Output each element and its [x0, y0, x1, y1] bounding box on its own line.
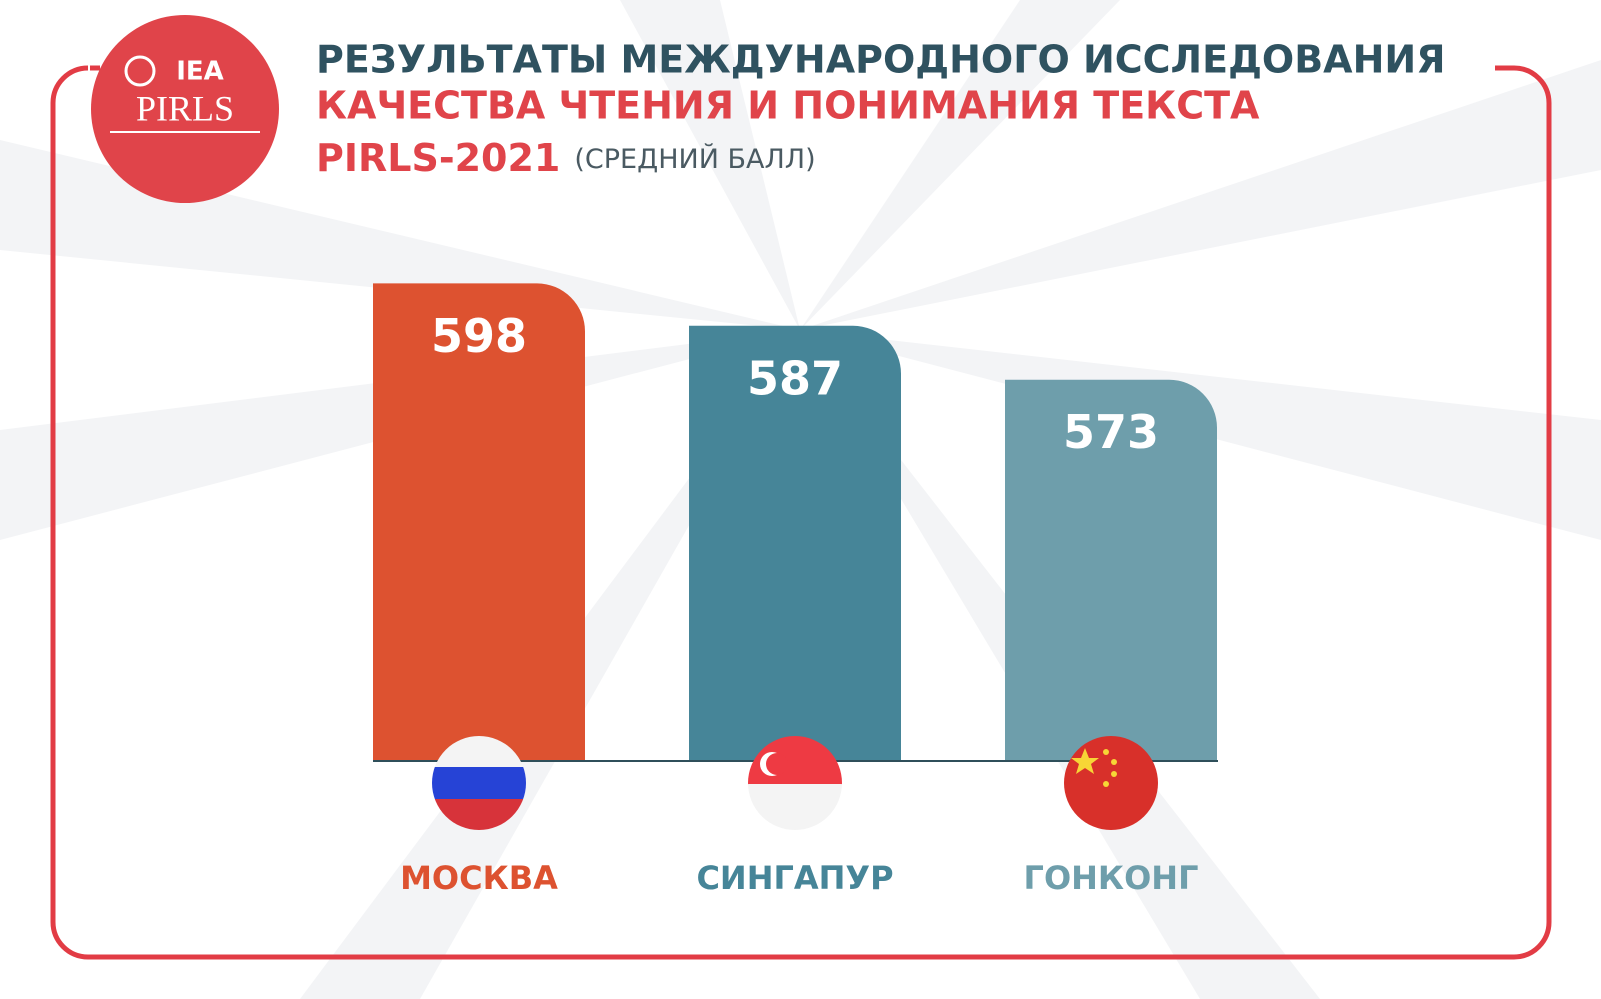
- bar: [1005, 379, 1217, 761]
- category-label: СИНГАПУР: [696, 859, 893, 897]
- value-label: 598: [431, 309, 527, 363]
- logo-bottom: PIRLS: [136, 88, 234, 128]
- title-line: РЕЗУЛЬТАТЫ МЕЖДУНАРОДНОГО ИССЛЕДОВАНИЯ: [316, 38, 1445, 82]
- bar: [373, 283, 585, 761]
- title-tail-line: PIRLS-2021 (СРЕДНИЙ БАЛЛ): [316, 136, 816, 180]
- flag-china: [1064, 736, 1158, 830]
- value-label: 573: [1063, 405, 1159, 459]
- logo-top: IEA: [176, 57, 224, 87]
- value-label: 587: [747, 351, 843, 405]
- logo-circle: [91, 15, 279, 203]
- bar: [689, 325, 901, 761]
- subtitle: (СРЕДНИЙ БАЛЛ): [574, 143, 815, 175]
- bars: [373, 283, 1217, 761]
- category-label: ГОНКОНГ: [1024, 859, 1199, 897]
- frame: [50, 65, 1552, 960]
- category-label: МОСКВА: [400, 859, 558, 897]
- logo-globe: [124, 55, 156, 87]
- title-line: КАЧЕСТВА ЧТЕНИЯ И ПОНИМАНИЯ ТЕКСТА: [316, 84, 1260, 128]
- title-tail: PIRLS-2021: [316, 136, 560, 180]
